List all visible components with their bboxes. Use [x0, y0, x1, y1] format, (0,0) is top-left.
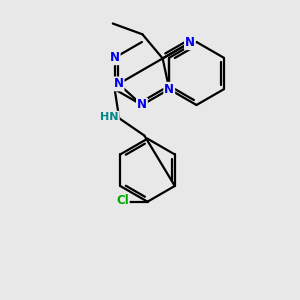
- Text: N: N: [113, 77, 124, 90]
- Text: N: N: [137, 98, 147, 112]
- Text: N: N: [185, 36, 195, 49]
- Text: N: N: [164, 83, 174, 96]
- Text: HN: HN: [100, 112, 119, 122]
- Text: Cl: Cl: [116, 194, 129, 207]
- Text: N: N: [110, 51, 120, 64]
